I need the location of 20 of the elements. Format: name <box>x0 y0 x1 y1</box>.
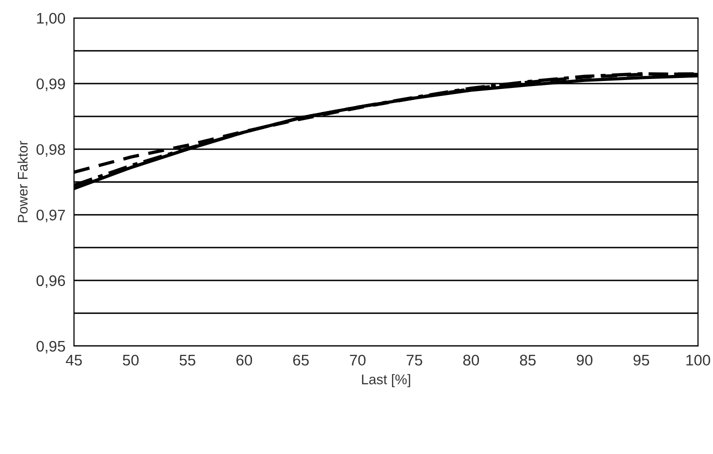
x-tick-label: 60 <box>236 354 252 366</box>
x-tick-label: 85 <box>520 354 536 366</box>
y-tick-label: 0,95 <box>36 340 66 354</box>
x-tick-label: 100 <box>686 354 710 366</box>
x-tick-label: 65 <box>293 354 309 366</box>
y-tick-label: 0,98 <box>36 144 66 157</box>
x-tick-label: 55 <box>180 354 196 366</box>
x-tick-label: 70 <box>350 354 366 366</box>
y-tick-label: 0,99 <box>36 78 65 92</box>
y-axis-title: Power Faktor <box>17 140 28 222</box>
y-tick-label: 1,00 <box>37 12 66 26</box>
y-tick-label: 0,97 <box>36 210 65 222</box>
x-tick-label: 90 <box>576 354 592 366</box>
x-tick-label: 80 <box>463 354 479 366</box>
x-tick-label: 45 <box>66 354 82 366</box>
x-tick-label: 95 <box>633 354 650 366</box>
x-tick-label: 50 <box>122 354 139 366</box>
x-axis-title: Last [%] <box>362 374 410 388</box>
x-tick-label: 75 <box>406 354 422 366</box>
y-tick-label: 0,96 <box>36 275 65 288</box>
